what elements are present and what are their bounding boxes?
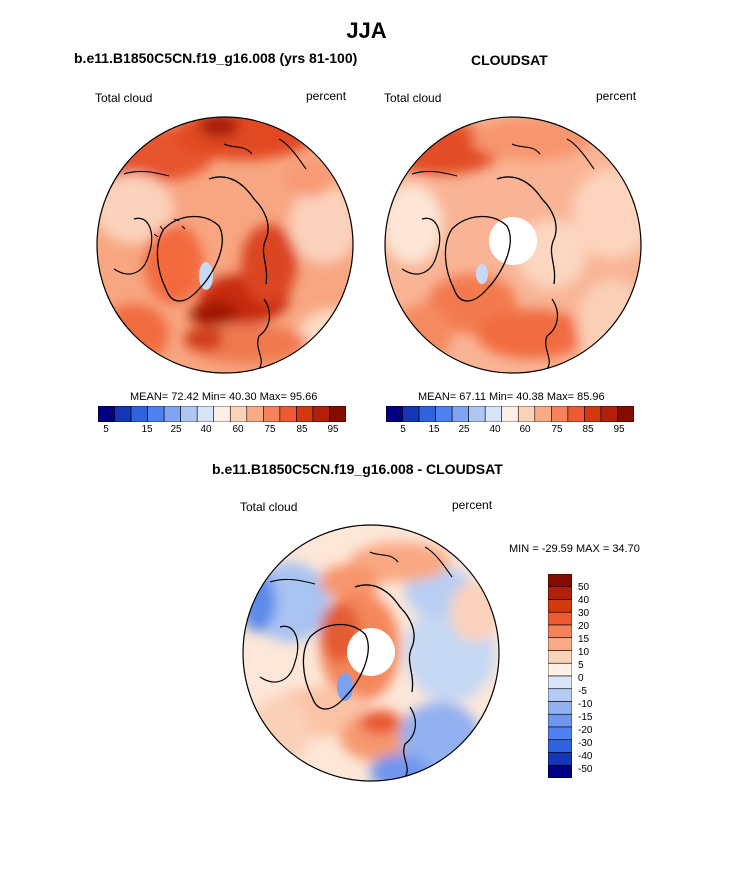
colorbar-swatch: [548, 662, 572, 677]
obs-colorbar-tick: 60: [519, 424, 531, 435]
colorbar-swatch: [196, 406, 215, 422]
diff-colorbar-tick: -50: [578, 764, 593, 775]
colorbar-swatch: [180, 406, 198, 422]
diff-colorbar-tick: 30: [578, 608, 590, 619]
colorbar-swatch: [484, 406, 503, 422]
model-colorbar-tick: 60: [232, 424, 244, 435]
colorbar-swatch: [263, 406, 281, 422]
colorbar-swatch: [279, 406, 297, 422]
diff-polar-map: [242, 524, 500, 782]
model-colorbar-tick: 40: [200, 424, 212, 435]
colorbar-swatch: [584, 406, 602, 422]
diff-colorbar-tick: -40: [578, 751, 593, 762]
diff-panel-subtitle: b.e11.B1850C5CN.f19_g16.008 - CLOUDSAT: [212, 461, 503, 477]
diff-colorbar-tick: 20: [578, 621, 590, 632]
diff-missing-data-hole: [347, 628, 395, 676]
colorbar-swatch: [98, 406, 115, 422]
obs-panel-stats: MEAN= 67.11 Min= 40.38 Max= 85.96: [418, 391, 605, 403]
colorbar-swatch: [548, 650, 572, 664]
obs-colorbar-tick: 15: [428, 424, 440, 435]
colorbar-swatch: [163, 406, 181, 422]
diff-colorbar-tick: 40: [578, 595, 590, 606]
colorbar-swatch: [548, 739, 572, 753]
colorbar-swatch: [548, 764, 572, 778]
colorbar-swatch: [501, 406, 519, 422]
obs-colorbar-tick: 5: [400, 424, 406, 435]
figure-title: JJA: [346, 18, 387, 43]
obs-colorbar-tick: 85: [582, 424, 594, 435]
colorbar-swatch: [548, 675, 572, 690]
obs-colorbar-tick: 25: [458, 424, 470, 435]
diff-colorbar-tick: 0: [578, 673, 584, 684]
diff-colorbar-tick: -15: [578, 712, 593, 723]
colorbar-swatch: [548, 713, 572, 728]
diff-colorbar-tick: 5: [578, 660, 584, 671]
diff-colorbar-tick: -5: [578, 686, 587, 697]
obs-colorbar: [386, 406, 634, 422]
diff-colorbar-tick: 10: [578, 647, 590, 658]
obs-panel-left-label: Total cloud: [384, 91, 442, 105]
model-polar-map: [96, 116, 354, 374]
obs-colorbar-tick: 40: [489, 424, 501, 435]
obs-colorbar-tick: 75: [551, 424, 563, 435]
colorbar-swatch: [435, 406, 453, 422]
colorbar-swatch: [229, 406, 248, 422]
colorbar-swatch: [246, 406, 264, 422]
colorbar-swatch: [551, 406, 569, 422]
model-colorbar: [98, 406, 346, 422]
colorbar-swatch: [418, 406, 436, 422]
colorbar-swatch: [312, 406, 330, 422]
obs-missing-data-hole: [489, 217, 537, 265]
obs-polar-map: [384, 116, 642, 374]
colorbar-swatch: [548, 688, 572, 702]
colorbar-swatch: [534, 406, 552, 422]
colorbar-swatch: [329, 406, 346, 422]
colorbar-swatch: [114, 406, 132, 422]
model-panel-left-label: Total cloud: [95, 91, 153, 105]
colorbar-swatch: [451, 406, 469, 422]
colorbar-swatch: [548, 624, 572, 639]
colorbar-swatch: [386, 406, 403, 422]
colorbar-swatch: [600, 406, 618, 422]
model-colorbar-tick: 5: [103, 424, 109, 435]
colorbar-swatch: [548, 726, 572, 741]
diff-colorbar-tick: 15: [578, 634, 590, 645]
colorbar-swatch: [548, 611, 572, 626]
colorbar-swatch: [548, 701, 572, 715]
diff-colorbar-tick: -10: [578, 699, 593, 710]
diff-panel-left-label: Total cloud: [240, 500, 298, 514]
model-colorbar-tick: 95: [327, 424, 339, 435]
colorbar-swatch: [468, 406, 486, 422]
obs-panel-units: percent: [596, 89, 637, 103]
obs-colorbar-tick: 95: [613, 424, 625, 435]
colorbar-swatch: [567, 406, 585, 422]
diff-panel-units: percent: [452, 498, 493, 512]
diff-colorbar-tick: -30: [578, 738, 593, 749]
obs-panel-subtitle: CLOUDSAT: [471, 52, 548, 68]
colorbar-swatch: [517, 406, 536, 422]
model-colorbar-tick: 75: [264, 424, 276, 435]
colorbar-swatch: [617, 406, 634, 422]
diff-panel-stats: MIN = -29.59 MAX = 34.70: [509, 543, 640, 555]
diff-colorbar-tick: -20: [578, 725, 593, 736]
colorbar-swatch: [548, 637, 572, 651]
colorbar-swatch: [296, 406, 314, 422]
colorbar-swatch: [213, 406, 231, 422]
model-panel-units: percent: [306, 89, 347, 103]
colorbar-swatch: [548, 574, 572, 588]
colorbar-swatch: [548, 586, 572, 600]
model-colorbar-tick: 25: [170, 424, 182, 435]
model-colorbar-tick: 85: [296, 424, 308, 435]
model-panel-stats: MEAN= 72.42 Min= 40.30 Max= 95.66: [130, 391, 318, 403]
colorbar-swatch: [130, 406, 148, 422]
colorbar-swatch: [548, 752, 572, 766]
colorbar-swatch: [548, 599, 572, 613]
diff-colorbar-tick: 50: [578, 582, 590, 593]
model-colorbar-tick: 15: [141, 424, 153, 435]
colorbar-swatch: [402, 406, 420, 422]
model-panel-subtitle: b.e11.B1850C5CN.f19_g16.008 (yrs 81-100): [74, 50, 358, 66]
colorbar-swatch: [147, 406, 165, 422]
diff-colorbar: [548, 574, 572, 778]
